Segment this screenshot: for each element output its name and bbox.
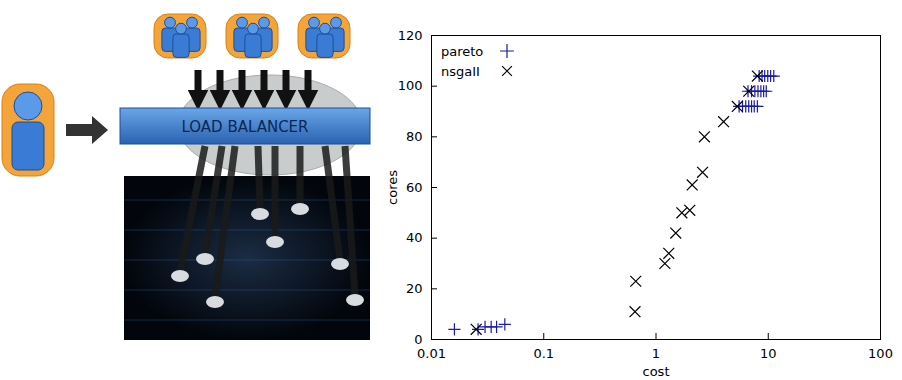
html-text:nsgaII: nsgaII [441, 63, 480, 79]
svg-text:0.01: 0.01 [417, 346, 446, 361]
svg-text:120: 120 [398, 28, 423, 43]
svg-text:100: 100 [398, 78, 423, 93]
svg-text:20: 20 [406, 281, 423, 296]
html-text:pareto: pareto [441, 43, 484, 59]
svg-text:1: 1 [652, 346, 660, 361]
svg-text:cost: cost [643, 364, 670, 379]
svg-text:100: 100 [868, 346, 893, 361]
svg-text:cores: cores [385, 170, 400, 205]
svg-text:60: 60 [406, 180, 423, 195]
svg-text:10: 10 [760, 346, 777, 361]
svg-text:0.1: 0.1 [533, 346, 554, 361]
svg-text:0: 0 [414, 332, 422, 347]
svg-text:LOAD BALANCER: LOAD BALANCER [181, 118, 308, 136]
svg-text:80: 80 [406, 129, 423, 144]
svg-text:40: 40 [406, 230, 423, 245]
